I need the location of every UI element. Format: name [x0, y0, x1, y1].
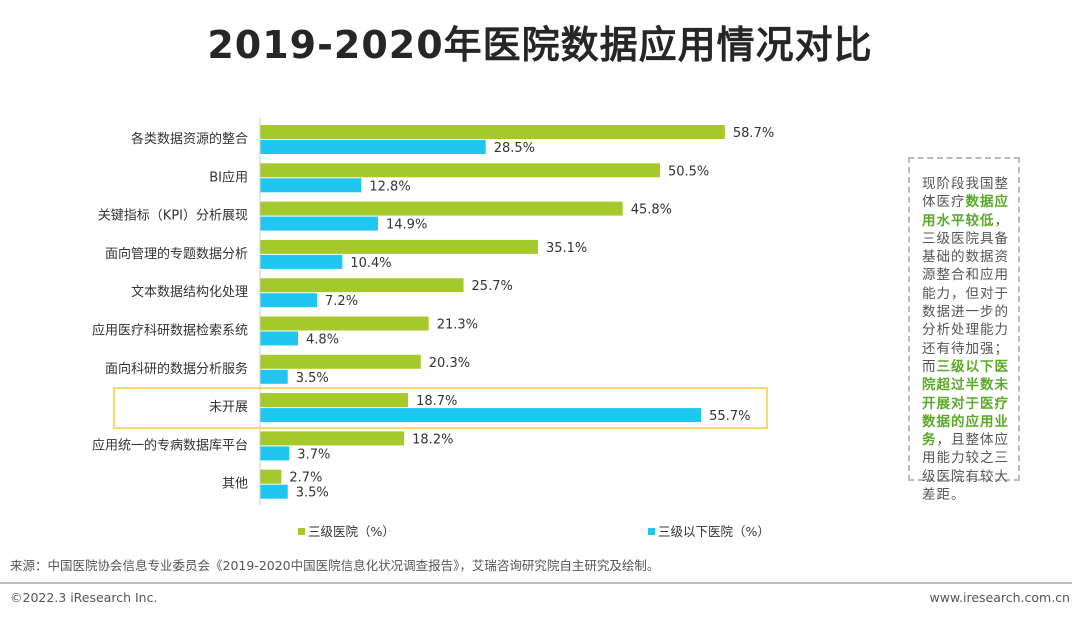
note-text: ，三级医院具备基础的数据资源整合和应用能力，但对于数据进一步的分析处理能力还有待…	[922, 212, 1009, 375]
category-label: 关键指标（KPI）分析展现	[98, 209, 248, 224]
legend-label: 三级医院（%）	[308, 524, 395, 539]
bar	[260, 178, 362, 193]
annotation-box: 现阶段我国整体医疗数据应用水平较低，三级医院具备基础的数据资源整合和应用能力，但…	[908, 157, 1020, 503]
note-highlight: 三级以下医院超过半数未开展对于医疗数据的应用业务	[922, 358, 1009, 449]
category-label: 各类数据资源的整合	[131, 131, 248, 147]
bar	[260, 484, 288, 499]
data-label: 45.8%	[631, 203, 672, 218]
data-label: 58.7%	[733, 126, 774, 141]
bar	[260, 163, 660, 178]
bar	[260, 254, 343, 269]
bar	[260, 278, 464, 293]
data-label: 10.4%	[350, 256, 391, 271]
data-label: 14.9%	[386, 218, 427, 233]
data-label: 28.5%	[494, 141, 535, 156]
bar	[260, 316, 429, 331]
bar	[260, 239, 538, 254]
divider	[0, 582, 1072, 584]
data-label: 20.3%	[429, 356, 470, 371]
data-label: 21.3%	[437, 318, 478, 333]
category-label: 面向管理的专题数据分析	[105, 246, 248, 262]
note-highlight: 数据应用水平较低	[922, 194, 1009, 229]
data-label: 50.5%	[668, 164, 709, 179]
bar	[260, 216, 379, 231]
note-text: ，且整体应用能力较之三级医院有较大差距。	[922, 432, 1009, 504]
highlight-box	[113, 387, 768, 429]
bar	[260, 293, 318, 308]
data-label: 18.2%	[412, 432, 453, 447]
data-label: 4.8%	[306, 333, 339, 348]
bar	[260, 140, 486, 154]
data-label: 7.2%	[325, 294, 358, 309]
data-label: 55.7%	[709, 409, 750, 424]
bar	[260, 408, 702, 423]
data-label: 3.7%	[297, 447, 330, 462]
bar	[260, 431, 405, 446]
category-label: 其他	[222, 477, 248, 492]
data-label: 3.5%	[296, 486, 329, 501]
bar	[260, 125, 725, 139]
legend-label: 三级以下医院（%）	[658, 524, 770, 539]
bar-chart: 各类数据资源的整合 58.7% 28.5% BI应用 50.5% 12.8% 关键指标（KP…	[92, 118, 774, 539]
category-label: 应用医疗科研数据检索系统	[92, 323, 248, 339]
bar	[260, 201, 623, 216]
data-label: 12.8%	[369, 179, 410, 194]
copyright: ©2022.3 iResearch Inc.	[10, 590, 158, 605]
bar	[260, 369, 288, 384]
category-label: 面向科研的数据分析服务	[105, 361, 248, 377]
category-label: BI应用	[209, 169, 248, 185]
legend-swatch	[648, 528, 655, 535]
data-label: 18.7%	[416, 394, 457, 409]
website: www.iresearch.com.cn	[929, 590, 1071, 605]
data-label: 35.1%	[546, 241, 587, 256]
bar	[260, 354, 421, 369]
bar	[260, 331, 299, 346]
legend-swatch	[298, 528, 305, 535]
bar	[260, 446, 290, 461]
page-title: 2019-2020年医院数据应用情况对比	[207, 23, 873, 67]
data-label: 2.7%	[289, 471, 322, 486]
data-label: 3.5%	[296, 371, 329, 386]
bar	[260, 469, 282, 484]
note-text: 现阶段我国整体医疗	[922, 176, 1009, 211]
source-note: 来源：中国医院协会信息专业委员会《2019-2020中国医院信息化状况调查报告》…	[10, 558, 660, 573]
category-label: 未开展	[209, 400, 248, 415]
data-label: 25.7%	[472, 279, 513, 294]
category-label: 文本数据结构化处理	[131, 285, 248, 300]
bar	[260, 393, 409, 408]
category-label: 应用统一的专病数据库平台	[92, 437, 248, 453]
